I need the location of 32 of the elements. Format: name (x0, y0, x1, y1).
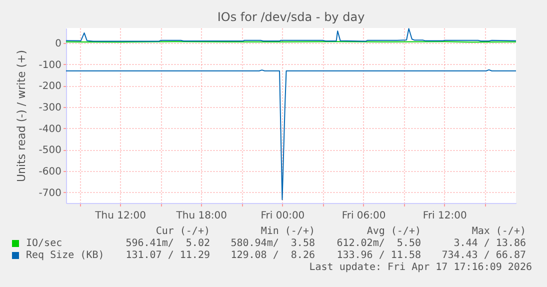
legend-label: Req Size (KB) (26, 250, 104, 262)
line-series (66, 28, 516, 42)
y-tick-label: -500 (38, 145, 62, 156)
text: 129.08 / 8.26 (230, 250, 315, 262)
y-tick-label: -600 (38, 166, 62, 178)
text: Min (-/+) (260, 226, 315, 238)
text: 3.44 / 13.86 (454, 238, 526, 250)
text: Max (-/+) (472, 226, 526, 238)
text: Last update: Fri Apr 17 17:16:09 2026 (309, 262, 532, 274)
y-tick-label: -400 (38, 124, 62, 135)
text: 131.07 / 11.29 (126, 250, 210, 262)
text: 612.02m/ 5.50 (336, 238, 421, 250)
y-axis-title: Units read (-) / write (+) (14, 50, 28, 182)
x-tick-label: Fri 06:00 (342, 210, 386, 222)
y-tick-label: 0 (55, 38, 62, 50)
x-tick-label: Thu 12:00 (94, 210, 146, 222)
y-tick-label: -200 (38, 81, 62, 92)
y-tick-label: -300 (38, 102, 62, 114)
y-tick-label: -100 (38, 60, 62, 71)
x-tick-label: Fri 12:00 (422, 210, 467, 222)
chart-title: IOs for /dev/sda - by day (217, 10, 365, 24)
x-tick-label: Thu 18:00 (175, 210, 228, 222)
text: 734.43 / 66.87 (442, 250, 526, 262)
legend-label: IO/sec (26, 238, 62, 250)
line-series (66, 69, 516, 200)
y-tick-label: -700 (38, 188, 62, 199)
text: 580.94m/ 3.58 (230, 238, 315, 250)
text: 596.41m/ 5.02 (126, 238, 210, 250)
text: Avg (-/+) (366, 226, 421, 238)
text: 133.96 / 11.58 (336, 250, 421, 262)
text: Cur (-/+) (156, 226, 210, 238)
x-tick-label: Fri 00:00 (260, 210, 305, 222)
